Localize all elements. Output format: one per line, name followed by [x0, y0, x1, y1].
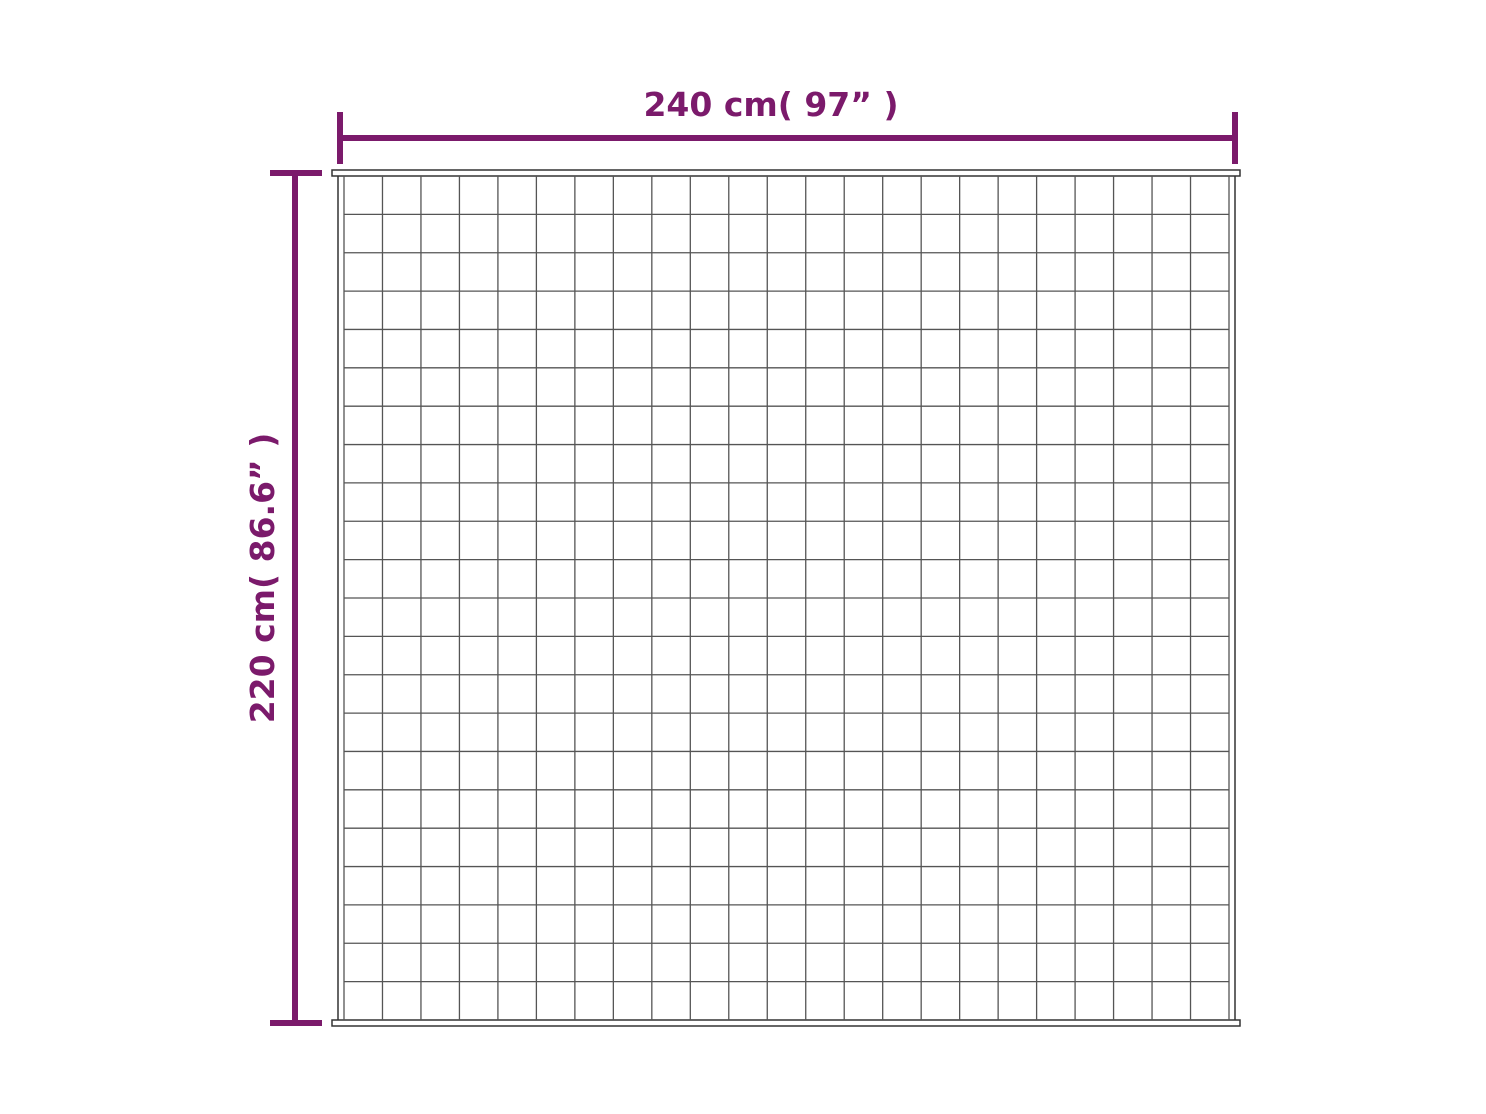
- width-label: 240 cm( 97” ): [643, 85, 898, 124]
- height-dimension-line: [292, 173, 298, 1024]
- height-top-tick: [270, 170, 322, 176]
- height-dimension: 220 cm( 86.6” ): [243, 170, 322, 1026]
- blanket: [331, 169, 1241, 1027]
- width-right-tick: [1232, 112, 1238, 164]
- bottom-rod: [331, 1019, 1241, 1027]
- width-dimension: 240 cm( 97” ): [337, 85, 1238, 164]
- height-bottom-tick: [270, 1020, 322, 1026]
- top-rod: [331, 169, 1241, 177]
- width-left-tick: [337, 112, 343, 164]
- width-dimension-line: [340, 135, 1235, 141]
- height-label: 220 cm( 86.6” ): [243, 433, 282, 724]
- quilt-grid: [343, 176, 1230, 1020]
